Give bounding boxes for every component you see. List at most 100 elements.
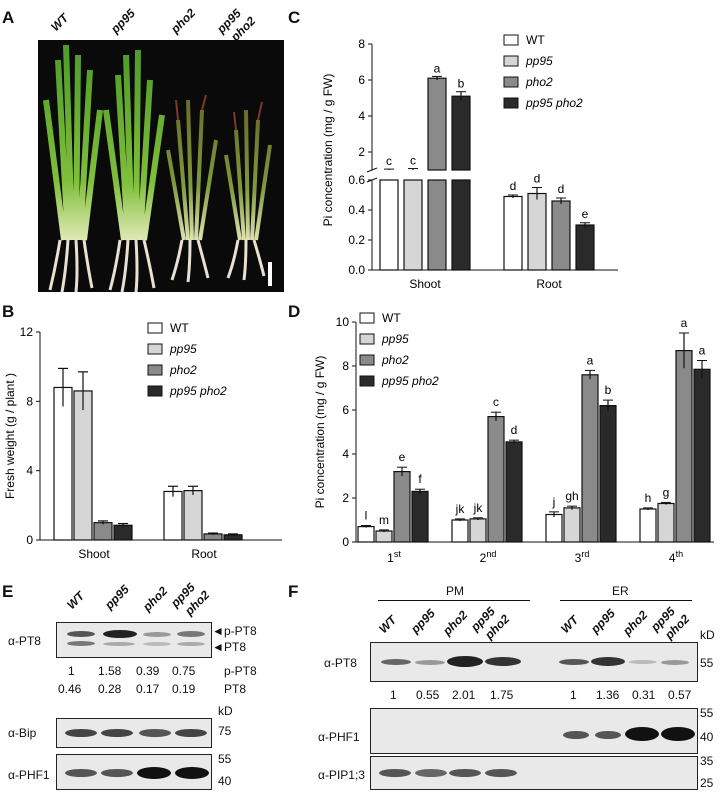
legend-label: pp95 xyxy=(381,332,409,346)
x-category-label: 2nd xyxy=(480,549,497,565)
f-kd-label: kD xyxy=(700,628,715,642)
f-blot-phf1 xyxy=(370,708,698,754)
f-row2-label: α-PHF1 xyxy=(318,730,360,744)
legend-label: pp95 pho2 xyxy=(381,374,439,388)
f-ratio-pm-4: 1.75 xyxy=(490,688,514,702)
y-tick-label: 6 xyxy=(358,73,365,87)
panel-e-letter: E xyxy=(2,582,14,601)
y-tick-label: 0.2 xyxy=(348,233,365,247)
e-ratio-pt8-1: 0.46 xyxy=(58,682,82,696)
e-lane-wt: WT xyxy=(64,588,88,612)
panel-a-genotype-wt: WT xyxy=(48,10,72,34)
axis-break-mark xyxy=(366,167,378,173)
x-category-label: Root xyxy=(191,547,217,561)
significance-letter: a xyxy=(699,344,706,358)
band xyxy=(379,769,411,777)
e-blot-phf1 xyxy=(56,754,212,790)
significance-letter: c xyxy=(386,154,392,168)
legend-label: pho2 xyxy=(381,353,409,367)
f-blot-pip13 xyxy=(370,756,698,790)
legend-swatch xyxy=(503,76,519,88)
significance-letter: b xyxy=(458,77,465,91)
legend-swatch xyxy=(147,364,163,376)
f-ratio-pm-2: 0.55 xyxy=(416,688,440,702)
bar xyxy=(599,404,617,543)
bar xyxy=(451,95,471,171)
f-row1-kd: 55 xyxy=(700,656,714,670)
significance-letter: gh xyxy=(565,489,578,503)
panel-a-letter: A xyxy=(2,8,15,27)
band xyxy=(661,727,695,741)
e-row3-kd-top: 55 xyxy=(218,752,232,766)
significance-letter: d xyxy=(534,172,541,186)
bar xyxy=(403,179,423,271)
y-tick-label: 2 xyxy=(358,145,365,159)
f-row2-kd-bottom: 40 xyxy=(700,730,714,744)
band xyxy=(67,641,95,646)
e-ratio-pt8-2: 0.28 xyxy=(98,682,122,696)
band xyxy=(67,631,95,637)
e-row3-kd-bottom: 40 xyxy=(218,774,232,788)
y-tick-label: 0 xyxy=(26,533,33,547)
f-pm-lane-pho2: pho2 xyxy=(440,607,471,638)
band xyxy=(559,659,589,665)
significance-letter: l xyxy=(365,509,368,523)
legend-label: WT xyxy=(170,321,189,335)
bar xyxy=(545,513,563,543)
bar xyxy=(451,179,471,271)
plant-illustration xyxy=(43,44,272,292)
bar xyxy=(487,415,505,543)
f-pm-label: PM xyxy=(446,584,464,598)
e-row2-label: α-Bip xyxy=(8,726,37,740)
bar xyxy=(581,374,599,543)
bar xyxy=(203,533,223,541)
y-tick-label: 8 xyxy=(358,37,365,51)
bar xyxy=(527,192,547,271)
f-row2-kd-top: 55 xyxy=(700,706,714,720)
f-ratio-er-2: 1.36 xyxy=(596,688,620,702)
y-axis-label: Fresh weight (g / plant ) xyxy=(3,373,17,499)
significance-letter: h xyxy=(645,491,652,505)
e-blot-pt8 xyxy=(56,622,212,658)
significance-letter: m xyxy=(379,513,389,527)
e-ratio-pt8-4: 0.19 xyxy=(172,682,196,696)
f-row3-label: α-PIP1;3 xyxy=(318,768,365,782)
band xyxy=(137,767,171,779)
band xyxy=(591,657,625,666)
panel-c-letter: C xyxy=(288,8,301,27)
band xyxy=(485,657,521,666)
y-tick-label: 0 xyxy=(342,535,349,549)
bar xyxy=(693,368,711,543)
panel-b-letter: B xyxy=(2,302,15,321)
legend-swatch xyxy=(503,34,519,46)
band xyxy=(177,642,205,646)
band xyxy=(103,630,137,638)
x-category-suffix: th xyxy=(676,549,684,559)
e-ratio-label-ppt8: p-PT8 xyxy=(224,664,257,678)
y-tick-label: 0.4 xyxy=(348,203,365,217)
legend-swatch xyxy=(147,322,163,334)
f-ratio-er-4: 0.57 xyxy=(668,688,692,702)
x-category-label: Shoot xyxy=(78,547,110,561)
panel-a-genotype-pho2: pho2 xyxy=(168,5,199,37)
significance-letter: a xyxy=(587,353,594,367)
bar xyxy=(375,530,393,543)
bar xyxy=(427,179,447,271)
legend-swatch xyxy=(359,354,375,366)
f-ratio-er-1: 1 xyxy=(570,688,577,702)
band xyxy=(175,729,207,737)
band xyxy=(175,767,209,779)
chart-c: 2 4 6 8 0.0 0.2 0.4 0.6 Pi concentration (mg / g… xyxy=(321,33,618,291)
bar xyxy=(393,471,411,543)
legend-label: pp95 xyxy=(169,342,197,356)
legend-label: WT xyxy=(526,33,545,47)
y-tick-label: 4 xyxy=(358,109,365,123)
bar xyxy=(575,224,595,271)
bar xyxy=(451,519,469,543)
e-ratio-ppt8-2: 1.58 xyxy=(98,664,122,678)
significance-letter: f xyxy=(418,472,422,486)
e-row2-kd: 75 xyxy=(218,724,232,738)
x-category-label: 3rd xyxy=(575,549,590,565)
f-ratio-pm-1: 1 xyxy=(390,688,397,702)
e-lane-pho2: pho2 xyxy=(140,583,171,614)
